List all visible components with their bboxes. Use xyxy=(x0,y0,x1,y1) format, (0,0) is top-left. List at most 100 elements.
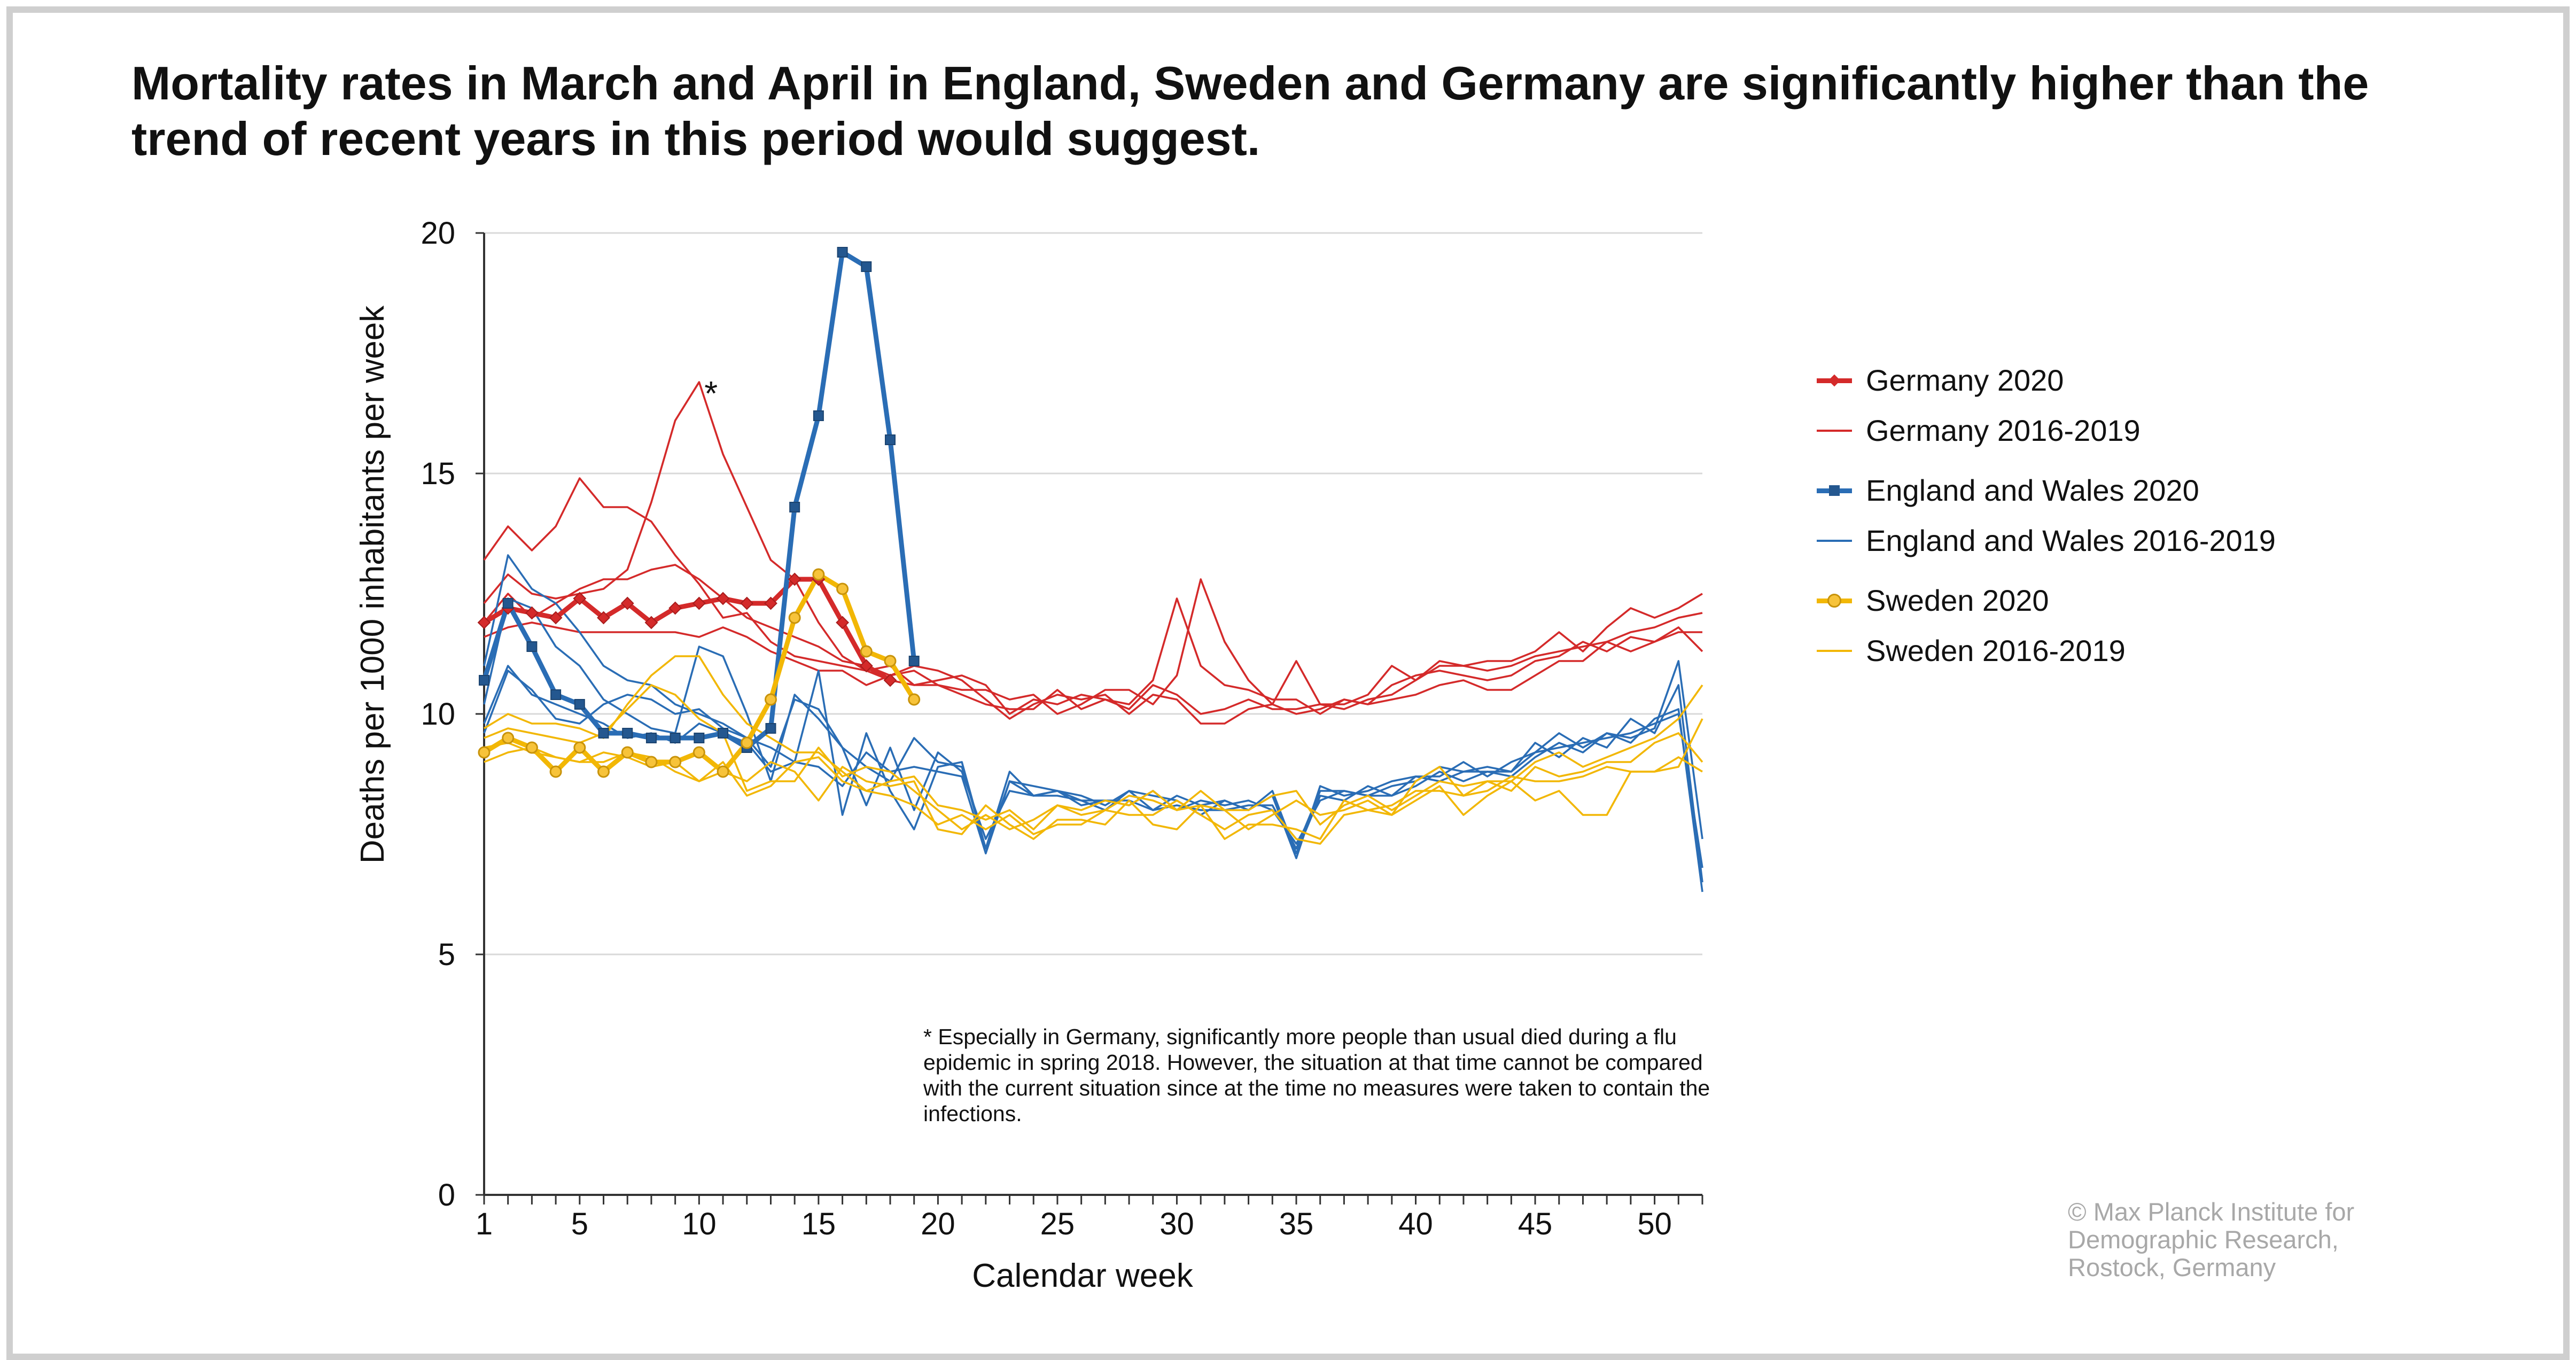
data-point-marker xyxy=(716,592,730,605)
data-point-marker xyxy=(740,596,754,610)
data-point-marker xyxy=(692,746,705,759)
legend-swatch xyxy=(1817,430,1852,432)
data-point-marker xyxy=(645,733,657,743)
data-point-marker xyxy=(741,736,753,749)
series-line-thin xyxy=(483,554,1703,892)
data-point-marker xyxy=(645,756,658,768)
x-tick-label: 20 xyxy=(921,1207,955,1241)
data-point-marker xyxy=(884,655,897,667)
data-point-marker xyxy=(550,689,562,700)
data-point-marker xyxy=(668,601,682,615)
legend-item: Sweden 2016-2019 xyxy=(1806,630,2394,672)
legend-marker xyxy=(1829,485,1840,496)
data-point-marker xyxy=(764,596,777,610)
data-point-marker xyxy=(526,641,538,652)
data-point-marker xyxy=(549,765,562,778)
x-tick-label: 40 xyxy=(1398,1207,1433,1241)
series-line-thin xyxy=(484,718,1703,840)
headline: Mortality rates in March and April in En… xyxy=(131,57,2369,165)
data-point-marker xyxy=(789,502,800,512)
legend-marker xyxy=(1828,374,1841,387)
data-point-marker xyxy=(622,728,633,739)
data-point-marker xyxy=(477,616,491,630)
data-point-marker xyxy=(502,598,513,609)
x-tick-label: 10 xyxy=(682,1207,717,1241)
x-tick-label: 1 xyxy=(476,1207,493,1241)
x-tick-label: 5 xyxy=(571,1207,588,1241)
data-point-marker xyxy=(908,656,920,666)
legend-label: England and Wales 2020 xyxy=(1866,473,2199,507)
legend-label: Sweden 2020 xyxy=(1866,584,2049,617)
data-point-marker xyxy=(788,572,801,586)
legend-item: England and Wales 2016-2019 xyxy=(1806,519,2394,562)
series-markers xyxy=(477,247,921,778)
figure-frame xyxy=(6,6,2570,1360)
legend-label: Germany 2016-2019 xyxy=(1866,414,2141,447)
data-point-marker xyxy=(573,592,587,605)
y-tick-label: 0 xyxy=(438,1178,455,1213)
data-point-marker xyxy=(598,728,609,739)
y-tick-label: 15 xyxy=(421,456,455,491)
series-line-thin xyxy=(484,747,1703,845)
series-lines xyxy=(481,250,1703,892)
x-tick-label: 35 xyxy=(1279,1207,1314,1241)
annotations: * xyxy=(704,374,718,413)
data-point-marker xyxy=(718,728,729,739)
series-line-england-and-wales-2020 xyxy=(481,250,917,750)
x-tick-label: 15 xyxy=(801,1207,836,1241)
x-tick-label: 30 xyxy=(1159,1207,1194,1241)
gridlines xyxy=(484,232,1702,955)
data-point-marker xyxy=(597,765,610,778)
data-point-marker xyxy=(765,723,776,734)
x-axis-label: Calendar week xyxy=(972,1257,1194,1294)
data-point-marker xyxy=(549,611,563,625)
data-point-marker xyxy=(812,568,825,581)
data-point-marker xyxy=(669,756,682,768)
legend-swatch xyxy=(1817,540,1852,542)
data-point-marker xyxy=(597,611,610,625)
axes xyxy=(476,232,1703,1204)
y-axis-label: Deaths per 1000 inhabitants per week xyxy=(354,305,391,864)
legend-item: Germany 2020 xyxy=(1806,359,2394,402)
x-tick-label: 50 xyxy=(1637,1207,1672,1241)
legend-marker xyxy=(1827,594,1841,608)
series-line-thin xyxy=(483,597,1703,859)
data-point-marker xyxy=(859,659,873,673)
data-point-marker xyxy=(644,616,658,630)
data-point-marker xyxy=(694,733,705,743)
data-point-marker xyxy=(860,645,873,658)
data-point-marker xyxy=(692,596,706,610)
legend-item: England and Wales 2020 xyxy=(1806,469,2394,512)
data-point-marker xyxy=(478,746,491,759)
data-point-marker xyxy=(836,582,849,595)
footnote: * Especially in Germany, significantly m… xyxy=(923,1024,1710,1126)
data-point-marker xyxy=(813,410,824,421)
y-tick-label: 5 xyxy=(438,937,455,972)
data-point-marker xyxy=(621,746,634,759)
data-point-marker xyxy=(502,732,515,744)
series-line-thin xyxy=(484,684,1703,830)
data-point-marker xyxy=(837,247,848,258)
legend-label: Sweden 2016-2019 xyxy=(1866,634,2126,667)
y-tick-label: 10 xyxy=(421,697,455,732)
data-point-marker xyxy=(861,261,872,272)
data-point-marker xyxy=(885,434,896,445)
series-line-thin xyxy=(483,477,1703,715)
data-point-marker xyxy=(717,765,729,778)
legend-item: Germany 2016-2019 xyxy=(1806,409,2394,452)
x-tick-label: 25 xyxy=(1040,1207,1075,1241)
data-point-marker xyxy=(573,741,586,754)
y-tick-label: 20 xyxy=(421,216,455,251)
copyright-credit: © Max Planck Institute for Demographic R… xyxy=(2068,1198,2355,1281)
data-point-marker xyxy=(764,693,777,706)
data-point-marker xyxy=(525,741,538,754)
data-point-marker xyxy=(620,596,634,610)
data-point-marker xyxy=(479,675,489,686)
legend-item: Sweden 2020 xyxy=(1806,579,2394,622)
series-line-thin xyxy=(483,670,1703,868)
legend-swatch xyxy=(1817,650,1852,652)
data-point-marker xyxy=(574,699,585,710)
data-point-marker xyxy=(836,616,850,630)
